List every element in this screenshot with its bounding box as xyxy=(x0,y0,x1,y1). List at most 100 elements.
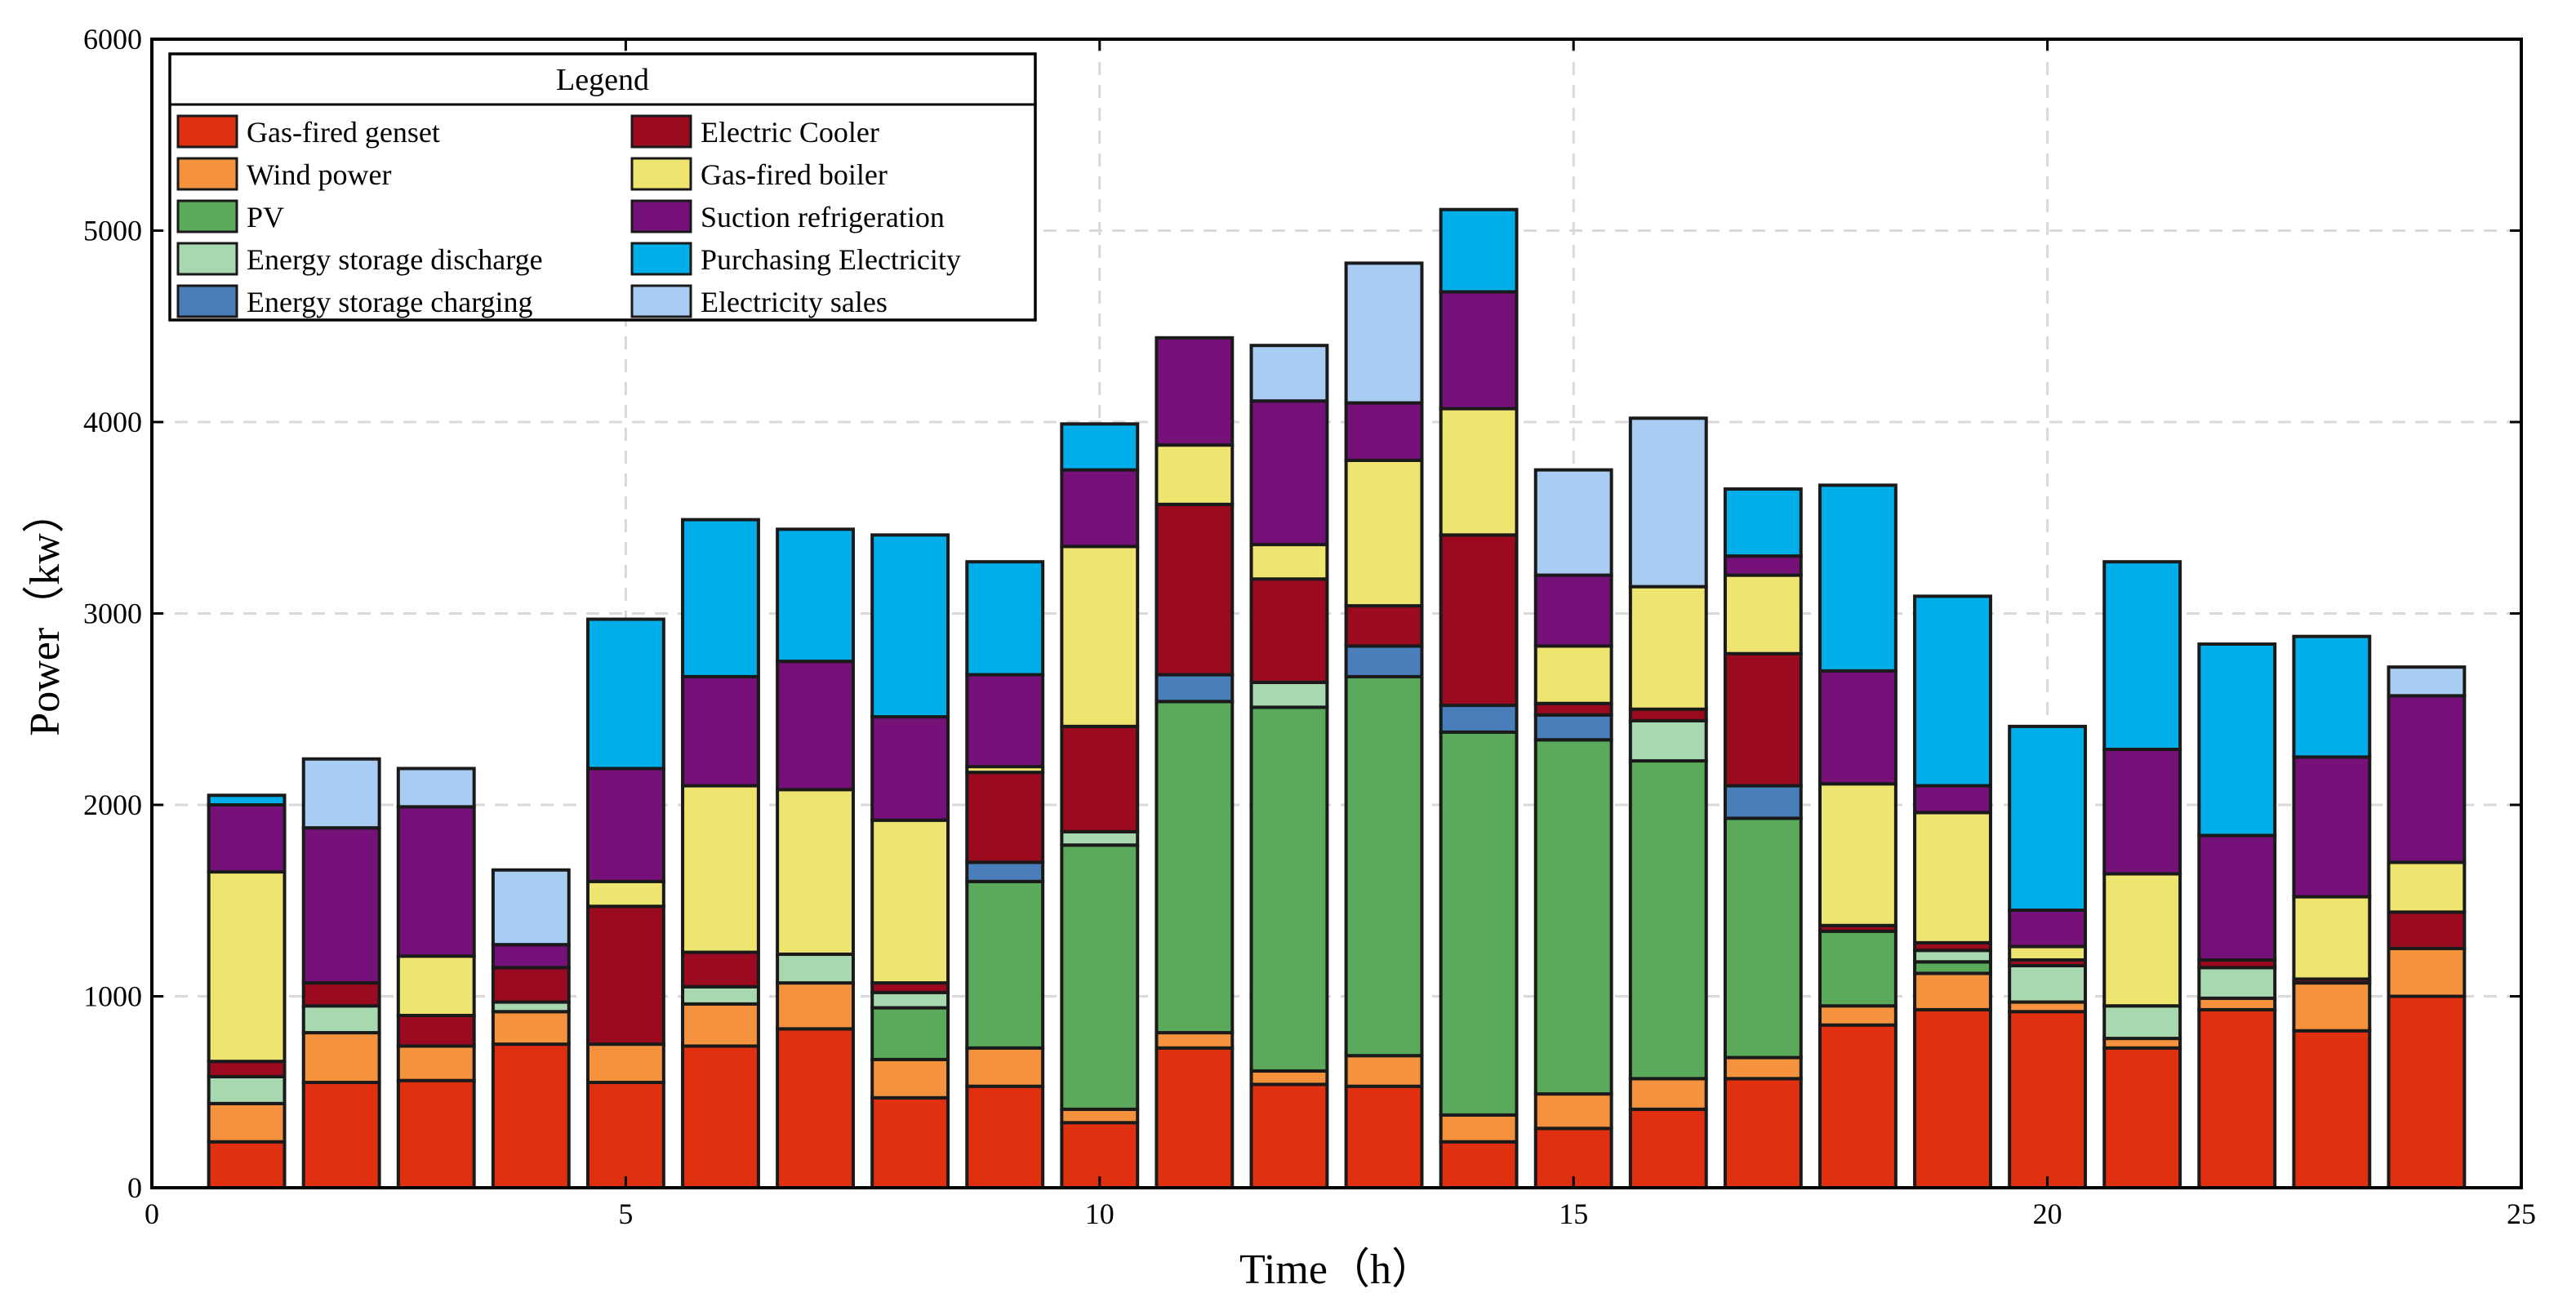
legend-item: Purchasing Electricity xyxy=(630,242,961,276)
bar-segment xyxy=(776,527,855,664)
bar-segment xyxy=(870,715,950,822)
bar-segment xyxy=(1249,399,1329,547)
bar-segment xyxy=(1723,487,1803,558)
bar-segment xyxy=(1818,1004,1898,1027)
bar-segment xyxy=(1344,604,1424,648)
bar-segment xyxy=(681,950,760,989)
bar-segment xyxy=(1249,1069,1329,1087)
x-tick-label: 20 xyxy=(2033,1198,2062,1230)
bar-stack xyxy=(1533,468,1613,1190)
bar-segment xyxy=(2197,833,2277,962)
legend-label: Purchasing Electricity xyxy=(701,243,961,276)
bar-segment xyxy=(1628,1077,1708,1111)
bar-segment xyxy=(1628,584,1708,711)
bar-segment xyxy=(301,1031,381,1085)
bar-segment xyxy=(1723,573,1803,656)
bar-segment xyxy=(1818,782,1898,927)
bar-segment xyxy=(2197,996,2277,1011)
bar-segment xyxy=(1818,1023,1898,1190)
bar-segment xyxy=(585,767,665,883)
bar-segment xyxy=(1723,784,1803,820)
bar-segment xyxy=(776,981,855,1031)
bar-segment xyxy=(870,1057,950,1100)
bar-segment xyxy=(1723,554,1803,577)
bar-segment xyxy=(585,1042,665,1085)
bar-segment xyxy=(491,966,571,1004)
bar-stack xyxy=(301,757,381,1190)
bar-stack xyxy=(1155,336,1235,1189)
bar-segment xyxy=(681,674,760,788)
bar-segment xyxy=(396,1044,476,1082)
legend-item: Electricity sales xyxy=(630,284,888,318)
legend-items: Gas-fired genset Wind power PV Energy stora… xyxy=(176,114,961,318)
bar-segment xyxy=(965,560,1045,677)
bar-segment xyxy=(1249,344,1329,403)
legend-swatch xyxy=(176,199,238,233)
bar-segment xyxy=(870,1006,950,1061)
bar-segment xyxy=(1913,811,1992,944)
bar-segment xyxy=(1913,1007,1992,1190)
bar-segment xyxy=(1533,644,1613,705)
bar-segment xyxy=(1439,533,1519,708)
legend-label: Gas-fired genset xyxy=(247,116,440,149)
legend-box xyxy=(168,52,1037,322)
bar-segment xyxy=(207,1140,287,1189)
bar-segment xyxy=(207,1074,287,1105)
bar-segment xyxy=(2102,1046,2182,1189)
bar-segment xyxy=(1155,700,1235,1035)
bar-segment xyxy=(2387,946,2467,998)
bar-stack xyxy=(207,793,287,1189)
axis-ticks: 0 5 10 15 20 25 0 1000 2000 3000 4000 5000 6000 xyxy=(83,23,2536,1230)
bar-segment xyxy=(1533,1092,1613,1131)
bar-segment xyxy=(1060,422,1140,472)
bar-stack xyxy=(491,868,571,1189)
bar-segment xyxy=(2197,642,2277,838)
bar-segment xyxy=(1155,1046,1235,1189)
bar-segment xyxy=(2102,747,2182,876)
bar-segment xyxy=(1913,960,1992,975)
bar-segment xyxy=(776,660,855,792)
bar-segment xyxy=(585,1081,665,1190)
bar-segment xyxy=(776,952,855,985)
bar-segment xyxy=(965,1084,1045,1189)
bar-segment xyxy=(2008,1010,2088,1190)
legend-swatch xyxy=(630,199,692,233)
bar-segment xyxy=(1155,1031,1235,1050)
bar-segment xyxy=(2008,724,2088,912)
legend-swatch xyxy=(176,114,238,149)
bar-segment xyxy=(681,1044,760,1189)
bar-segment xyxy=(1913,949,1992,964)
bar-segment xyxy=(870,990,950,1010)
legend-label: Electric Cooler xyxy=(701,116,879,149)
bar-stack xyxy=(2197,642,2277,1190)
bar-segment xyxy=(1060,843,1140,1111)
legend-swatch xyxy=(630,284,692,318)
y-tick-label: 0 xyxy=(127,1171,142,1204)
bar-segment xyxy=(1439,1140,1519,1189)
bar-segment xyxy=(1818,483,1898,673)
y-tick-label: 4000 xyxy=(83,406,142,438)
bar-segment xyxy=(2102,560,2182,751)
bar-segment xyxy=(1533,701,1613,717)
bar-segment xyxy=(681,984,760,1006)
x-tick-label: 15 xyxy=(1559,1198,1588,1230)
bar-segment xyxy=(2102,872,2182,1008)
bar-segment xyxy=(1060,724,1140,833)
y-tick-label: 6000 xyxy=(83,23,142,56)
bar-segment xyxy=(2102,1004,2182,1041)
bar-segment xyxy=(2292,1029,2372,1189)
bar-segment xyxy=(1249,680,1329,709)
bar-segment xyxy=(301,1004,381,1035)
bar-segment xyxy=(2387,665,2467,698)
bar-segment xyxy=(1344,1084,1424,1189)
bar-segment xyxy=(2387,994,2467,1189)
legend-item: Gas-fired genset xyxy=(176,114,440,149)
bar-segment xyxy=(965,1046,1045,1088)
bar-segment xyxy=(1155,443,1235,506)
bar-segment xyxy=(776,788,855,956)
bar-stack xyxy=(1818,483,1898,1190)
bar-segment xyxy=(1439,1113,1519,1144)
bar-segment xyxy=(1439,207,1519,294)
bar-segment xyxy=(396,1013,476,1048)
legend-item: Electric Cooler xyxy=(630,114,879,149)
